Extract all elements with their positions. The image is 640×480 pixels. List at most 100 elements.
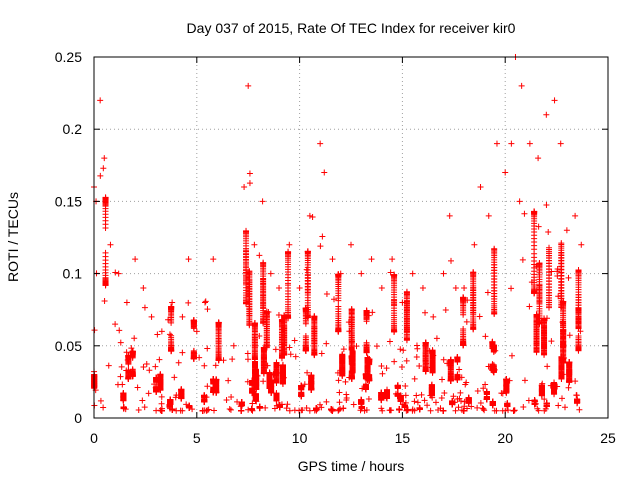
data-point (304, 369, 311, 376)
data-point (464, 405, 471, 412)
data-point (134, 384, 141, 391)
data-point (378, 363, 385, 370)
data-point (152, 363, 159, 370)
data-point (479, 405, 486, 412)
data-point (319, 233, 326, 240)
data-point (97, 397, 104, 404)
data-point (131, 335, 138, 342)
data-point (301, 381, 308, 388)
data-point (350, 401, 357, 408)
data-point (576, 406, 583, 413)
data-point (141, 404, 148, 411)
data-point (534, 405, 541, 412)
data-point (545, 229, 552, 236)
data-point (482, 381, 489, 388)
data-point (272, 346, 279, 353)
data-point (323, 340, 330, 347)
data-point (369, 309, 376, 316)
data-point (244, 356, 251, 363)
data-point (287, 351, 294, 358)
data-point (572, 378, 579, 385)
data-point (292, 353, 299, 360)
data-point (508, 285, 515, 292)
data-point (480, 385, 487, 392)
data-point (118, 363, 125, 370)
data-point (450, 393, 457, 400)
data-point (378, 405, 385, 412)
data-point (229, 356, 236, 363)
data-point (548, 338, 555, 345)
data-point (211, 407, 218, 414)
data-point (519, 256, 526, 263)
data-point (365, 395, 372, 402)
data-point (271, 405, 278, 412)
data-point (343, 391, 350, 398)
data-point (491, 407, 498, 414)
data-point (454, 395, 461, 402)
data-point (414, 399, 421, 406)
data-point (411, 398, 418, 405)
data-point (448, 257, 455, 264)
data-point (477, 400, 484, 407)
data-point (386, 338, 393, 345)
data-point (558, 395, 565, 402)
data-point (165, 316, 172, 323)
data-point (91, 327, 98, 334)
data-point (411, 375, 418, 382)
data-point (291, 407, 298, 414)
data-point (204, 345, 211, 352)
data-point (100, 165, 107, 172)
data-point (427, 407, 434, 414)
data-point (379, 370, 386, 377)
data-point (413, 353, 420, 360)
data-point (303, 404, 310, 411)
data-point (225, 377, 232, 384)
data-point (573, 392, 580, 399)
data-point (555, 402, 562, 409)
data-point (480, 405, 487, 412)
data-point (398, 363, 405, 370)
data-point (318, 350, 325, 357)
data-point (179, 349, 186, 356)
data-point (422, 309, 429, 316)
data-point (283, 405, 290, 412)
data-point (291, 337, 298, 344)
data-point (456, 366, 463, 373)
data-point (455, 404, 462, 411)
data-point (474, 388, 481, 395)
data-point (323, 291, 330, 298)
data-point (146, 367, 153, 374)
data-point (330, 296, 337, 303)
data-point (566, 332, 573, 339)
data-point (402, 392, 409, 399)
data-point (516, 198, 523, 205)
data-point (543, 201, 550, 208)
data-point (154, 331, 161, 338)
data-point (223, 396, 230, 403)
data-point (286, 407, 293, 414)
data-point (246, 180, 253, 187)
data-point (244, 350, 251, 357)
data-point (418, 391, 425, 398)
data-point (123, 349, 130, 356)
data-point (521, 210, 528, 217)
data-point (373, 343, 380, 350)
data-point (275, 311, 282, 318)
data-point (442, 307, 449, 314)
data-point (173, 392, 180, 399)
data-point (260, 378, 267, 385)
data-point (335, 377, 342, 384)
data-point (171, 374, 178, 381)
data-point (400, 347, 407, 354)
data-point (158, 393, 165, 400)
data-point (542, 405, 549, 412)
data-point (554, 268, 561, 275)
data-point (166, 331, 173, 338)
data-point (177, 407, 184, 414)
data-point (299, 407, 306, 414)
data-point (526, 303, 533, 310)
data-points (91, 54, 585, 414)
data-point (97, 172, 104, 179)
data-point (386, 407, 393, 414)
data-point (101, 297, 108, 304)
